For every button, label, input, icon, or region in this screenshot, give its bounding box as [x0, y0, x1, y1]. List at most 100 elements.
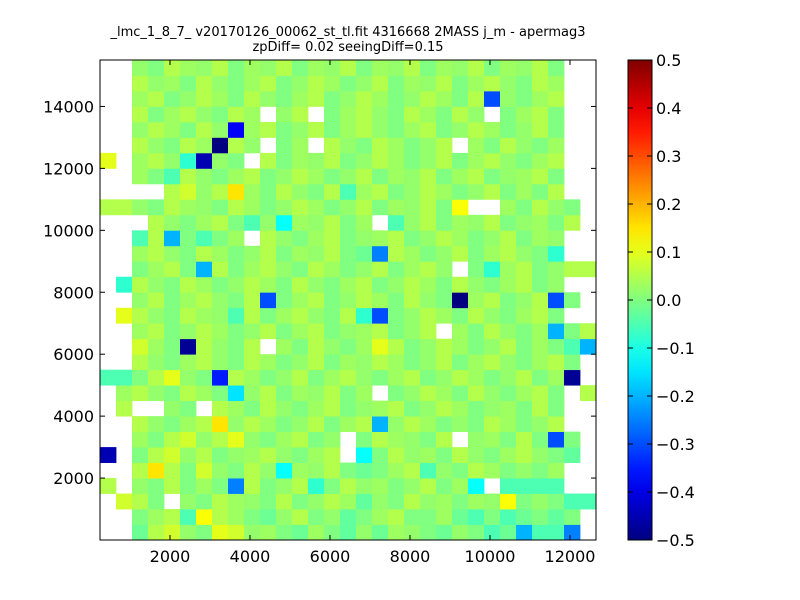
heatmap-cell [532, 75, 549, 92]
heatmap-cell [372, 183, 389, 200]
heatmap-cell [340, 354, 357, 371]
heatmap-cell [244, 183, 261, 200]
heatmap-cell [580, 323, 597, 340]
heatmap-cell [116, 493, 133, 510]
heatmap-cell [468, 214, 485, 231]
heatmap-cell [212, 462, 229, 479]
heatmap-cell [532, 276, 549, 293]
heatmap-cell [260, 90, 277, 107]
heatmap-cell [404, 75, 421, 92]
heatmap-cell [388, 416, 405, 433]
heatmap-cell [164, 462, 181, 479]
heatmap-cell [452, 75, 469, 92]
heatmap-cell [468, 276, 485, 293]
heatmap-cell [292, 338, 309, 355]
heatmap-cell [500, 214, 517, 231]
heatmap-cell [532, 261, 549, 278]
heatmap-cell [180, 137, 197, 154]
heatmap-cell [276, 307, 293, 324]
heatmap-cell [420, 152, 437, 169]
heatmap-cell [276, 60, 293, 76]
heatmap-cell [452, 493, 469, 510]
heatmap-cell [244, 261, 261, 278]
heatmap-cell [324, 431, 341, 448]
heatmap-cell [196, 245, 213, 262]
heatmap-cell [340, 385, 357, 402]
heatmap-cell [228, 416, 245, 433]
heatmap-cell [356, 261, 373, 278]
heatmap-cell [308, 447, 325, 463]
heatmap-cell [436, 276, 453, 293]
heatmap-cell [564, 199, 581, 216]
heatmap-cell [516, 183, 533, 200]
heatmap-cell [356, 509, 373, 525]
heatmap-cell [452, 230, 469, 247]
heatmap-cell [164, 447, 181, 463]
heatmap-cell [292, 245, 309, 262]
heatmap-cell [148, 214, 165, 231]
heatmap-cell [180, 183, 197, 200]
heatmap-cell [244, 493, 261, 510]
heatmap-cell [484, 60, 501, 76]
heatmap-cell [148, 431, 165, 448]
heatmap-cell [516, 354, 533, 371]
heatmap-cell [276, 509, 293, 525]
heatmap-cell [116, 307, 133, 324]
heatmap-cell [324, 137, 341, 154]
heatmap-cell [580, 261, 597, 278]
heatmap-cell [500, 307, 517, 324]
heatmap-cell [372, 354, 389, 371]
heatmap-cell [212, 106, 229, 123]
heatmap-cell [244, 385, 261, 402]
heatmap-cell [548, 183, 565, 200]
heatmap-cell [420, 261, 437, 278]
heatmap-cell [516, 416, 533, 433]
heatmap-cell [532, 183, 549, 200]
heatmap-cell [580, 338, 597, 355]
heatmap-cell [212, 354, 229, 371]
heatmap-cell [340, 90, 357, 107]
heatmap-cell [292, 369, 309, 386]
heatmap-cell [500, 323, 517, 340]
heatmap-cell [468, 400, 485, 417]
heatmap-cell [324, 323, 341, 340]
heatmap-cell [516, 509, 533, 525]
heatmap-cell [372, 369, 389, 386]
heatmap-cell [196, 369, 213, 386]
heatmap-cell [164, 307, 181, 324]
heatmap-cell [292, 261, 309, 278]
heatmap-cell [500, 416, 517, 433]
heatmap-cell [308, 168, 325, 185]
heatmap-cell [484, 276, 501, 293]
heatmap-cell [452, 400, 469, 417]
heatmap-cell [324, 478, 341, 494]
heatmap-cell [356, 323, 373, 340]
heatmap-cell [468, 230, 485, 247]
heatmap-cell [180, 416, 197, 433]
heatmap-cell [292, 431, 309, 448]
heatmap-cell [516, 478, 533, 494]
heatmap-cell [164, 214, 181, 231]
heatmap-cell [212, 90, 229, 107]
heatmap-cell [228, 307, 245, 324]
heatmap-cell [148, 137, 165, 154]
heatmap-cell [244, 400, 261, 417]
heatmap-cell [436, 75, 453, 92]
heatmap-cell [468, 245, 485, 262]
heatmap-cell [100, 152, 117, 169]
heatmap-cell [404, 493, 421, 510]
heatmap-cell [212, 323, 229, 340]
heatmap-cell [548, 121, 565, 138]
heatmap-cell [100, 199, 117, 216]
heatmap-cell [164, 369, 181, 386]
heatmap-cell [260, 400, 277, 417]
heatmap-cell [308, 214, 325, 231]
heatmap-cell [228, 493, 245, 510]
heatmap-cell [212, 478, 229, 494]
heatmap-cell [132, 447, 149, 463]
heatmap-cell [548, 214, 565, 231]
heatmap-cell [212, 214, 229, 231]
heatmap-cell [548, 307, 565, 324]
heatmap-cell [308, 75, 325, 92]
heatmap-cell [308, 478, 325, 494]
